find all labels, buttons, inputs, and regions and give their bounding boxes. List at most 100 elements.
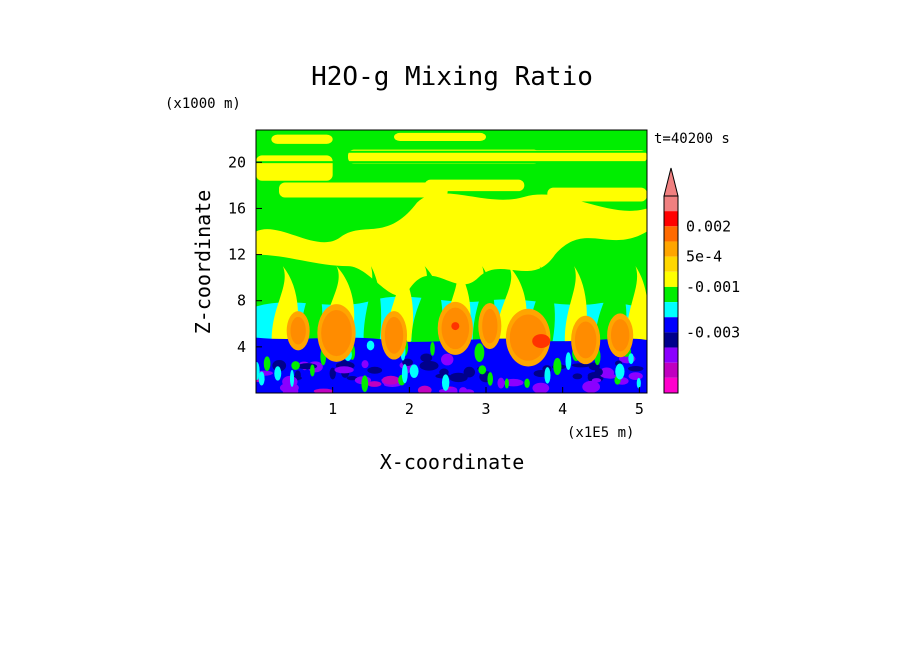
thermal-peak (532, 334, 551, 349)
low-intrusion (636, 377, 641, 389)
chart-title: H2O-g Mixing Ratio (311, 62, 593, 92)
colorbar-swatch (664, 211, 678, 227)
y-tick-label: 20 (228, 153, 246, 171)
low-speckle (594, 368, 603, 376)
colorbar-label: -0.001 (686, 278, 740, 296)
low-speckle (367, 381, 382, 387)
yellow-mass (256, 193, 647, 296)
low-speckle (571, 363, 591, 368)
colorbar-swatch (664, 271, 678, 287)
low-speckle (497, 377, 505, 389)
low-speckle (582, 380, 601, 393)
low-speckle (417, 385, 432, 393)
colorbar-frame (663, 195, 679, 394)
plume-stem (411, 266, 443, 359)
thermal-core (574, 321, 597, 359)
low-speckle (449, 372, 468, 383)
low-intrusion (256, 362, 260, 380)
low-intrusion (553, 357, 562, 376)
upper-yellow-patch (348, 149, 540, 164)
colorbar-label: 0.002 (686, 217, 731, 235)
low-speckle (572, 373, 583, 380)
low-speckle (419, 360, 439, 371)
low-intrusion (366, 340, 375, 351)
low-intrusion (291, 361, 300, 370)
low-speckle (334, 366, 354, 374)
x-tick-label: 5 (635, 400, 644, 418)
low-intrusion (628, 353, 634, 365)
x-tick-label: 3 (481, 400, 490, 418)
x-axis: 1 2 3 4 5 (328, 387, 644, 418)
low-intrusion (263, 356, 271, 372)
contour-field (256, 130, 647, 393)
upper-yellow-patch (424, 179, 525, 192)
time-label: t=40200 s (654, 131, 730, 147)
x-tick-label: 4 (558, 400, 567, 418)
colorbar-label: 5e-4 (686, 248, 722, 266)
low-speckle (367, 366, 383, 374)
colorbar-swatch (664, 332, 678, 348)
low-speckle (459, 387, 468, 393)
thermal-core (509, 314, 547, 361)
low-intrusion (615, 363, 625, 380)
low-speckle (532, 382, 550, 393)
thermal-core (610, 319, 630, 352)
plume-stem (363, 266, 382, 359)
low-speckle (315, 389, 323, 393)
low-speckle (604, 374, 617, 379)
low-speckle (382, 375, 400, 385)
upper-yellow-patch (394, 132, 486, 141)
low-intrusion (430, 341, 435, 356)
low-intrusion (310, 364, 315, 377)
low-intrusion (441, 374, 450, 391)
colorbar-swatch (664, 347, 678, 363)
upper-yellow-patch (256, 155, 333, 181)
thermal-peak (451, 322, 460, 331)
low-intrusion (524, 378, 530, 388)
low-intrusion (289, 369, 295, 387)
x-tick-label: 1 (328, 400, 337, 418)
thermal-core (384, 316, 404, 354)
low-speckle (282, 375, 298, 388)
low-intrusion (544, 367, 551, 384)
y-tick-label: 4 (237, 338, 246, 356)
thermal-core (321, 309, 352, 357)
colorbar-swatch (664, 226, 678, 242)
colorbar-label: -0.003 (686, 323, 740, 341)
low-intrusion (504, 378, 509, 389)
upper-band (256, 161, 647, 164)
low-speckle (361, 360, 369, 369)
y-tick-label: 8 (237, 292, 246, 310)
colorbar-swatch (664, 377, 678, 393)
colorbar-swatch (664, 302, 678, 318)
low-intrusion (565, 352, 572, 370)
low-speckle (420, 353, 433, 362)
y-axis-label: Z-coordinate (191, 190, 215, 335)
low-intrusion (474, 343, 485, 363)
low-intrusion (258, 371, 265, 386)
colorbar-extend (663, 167, 679, 197)
colorbar-swatch (664, 196, 678, 212)
colorbar-swatch (664, 286, 678, 303)
upper-yellow-patch (547, 187, 647, 202)
thermal-core (482, 308, 498, 344)
colorbar-swatch (664, 317, 678, 333)
low-intrusion (361, 375, 369, 393)
low-speckle (463, 366, 476, 378)
y-axis: 4 8 12 16 20 (228, 153, 262, 356)
colorbar-swatch (664, 256, 678, 272)
low-intrusion (409, 364, 419, 378)
x-unit-label: (x1E5 m) (567, 425, 634, 441)
low-speckle (441, 353, 454, 366)
low-speckle (329, 367, 336, 380)
upper-yellow-patch (279, 182, 448, 198)
y-tick-label: 16 (228, 199, 246, 217)
low-intrusion (401, 364, 408, 384)
y-unit-label: (x1000 m) (165, 96, 241, 112)
low-speckle (628, 372, 643, 381)
y-tick-label: 12 (228, 246, 246, 264)
x-tick-label: 2 (405, 400, 414, 418)
x-axis-label: X-coordinate (380, 450, 525, 474)
low-speckle (438, 388, 452, 393)
